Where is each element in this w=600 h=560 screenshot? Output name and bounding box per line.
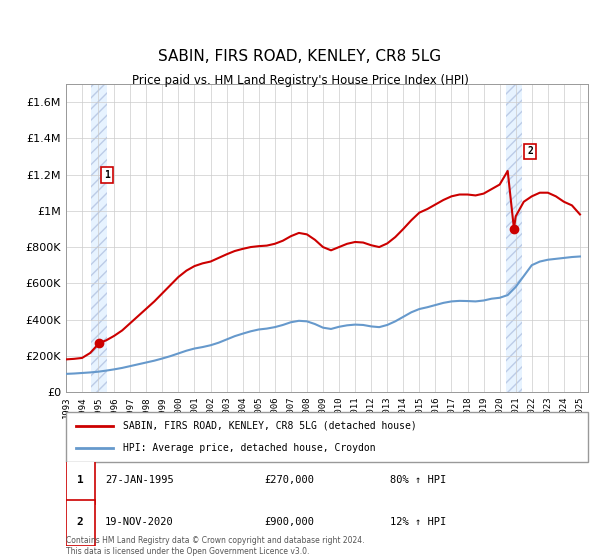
- Text: £900,000: £900,000: [265, 517, 314, 528]
- Text: 80% ↑ HPI: 80% ↑ HPI: [389, 475, 446, 486]
- Text: SABIN, FIRS ROAD, KENLEY, CR8 5LG: SABIN, FIRS ROAD, KENLEY, CR8 5LG: [158, 49, 442, 64]
- Text: 2: 2: [527, 147, 533, 156]
- Text: 27-JAN-1995: 27-JAN-1995: [105, 475, 174, 486]
- FancyBboxPatch shape: [66, 500, 95, 546]
- Text: HPI: Average price, detached house, Croydon: HPI: Average price, detached house, Croy…: [124, 443, 376, 453]
- FancyBboxPatch shape: [66, 412, 588, 462]
- Text: SABIN, FIRS ROAD, KENLEY, CR8 5LG (detached house): SABIN, FIRS ROAD, KENLEY, CR8 5LG (detac…: [124, 421, 417, 431]
- Text: 12% ↑ HPI: 12% ↑ HPI: [389, 517, 446, 528]
- Text: Contains HM Land Registry data © Crown copyright and database right 2024.
This d: Contains HM Land Registry data © Crown c…: [66, 536, 365, 556]
- Text: 1: 1: [104, 170, 110, 180]
- Bar: [91, 84, 107, 392]
- Text: £270,000: £270,000: [265, 475, 314, 486]
- Bar: [506, 84, 522, 392]
- FancyBboxPatch shape: [66, 458, 95, 504]
- Text: 2: 2: [77, 517, 83, 528]
- Text: Price paid vs. HM Land Registry's House Price Index (HPI): Price paid vs. HM Land Registry's House …: [131, 74, 469, 87]
- Text: 1: 1: [77, 475, 83, 486]
- Text: 19-NOV-2020: 19-NOV-2020: [105, 517, 174, 528]
